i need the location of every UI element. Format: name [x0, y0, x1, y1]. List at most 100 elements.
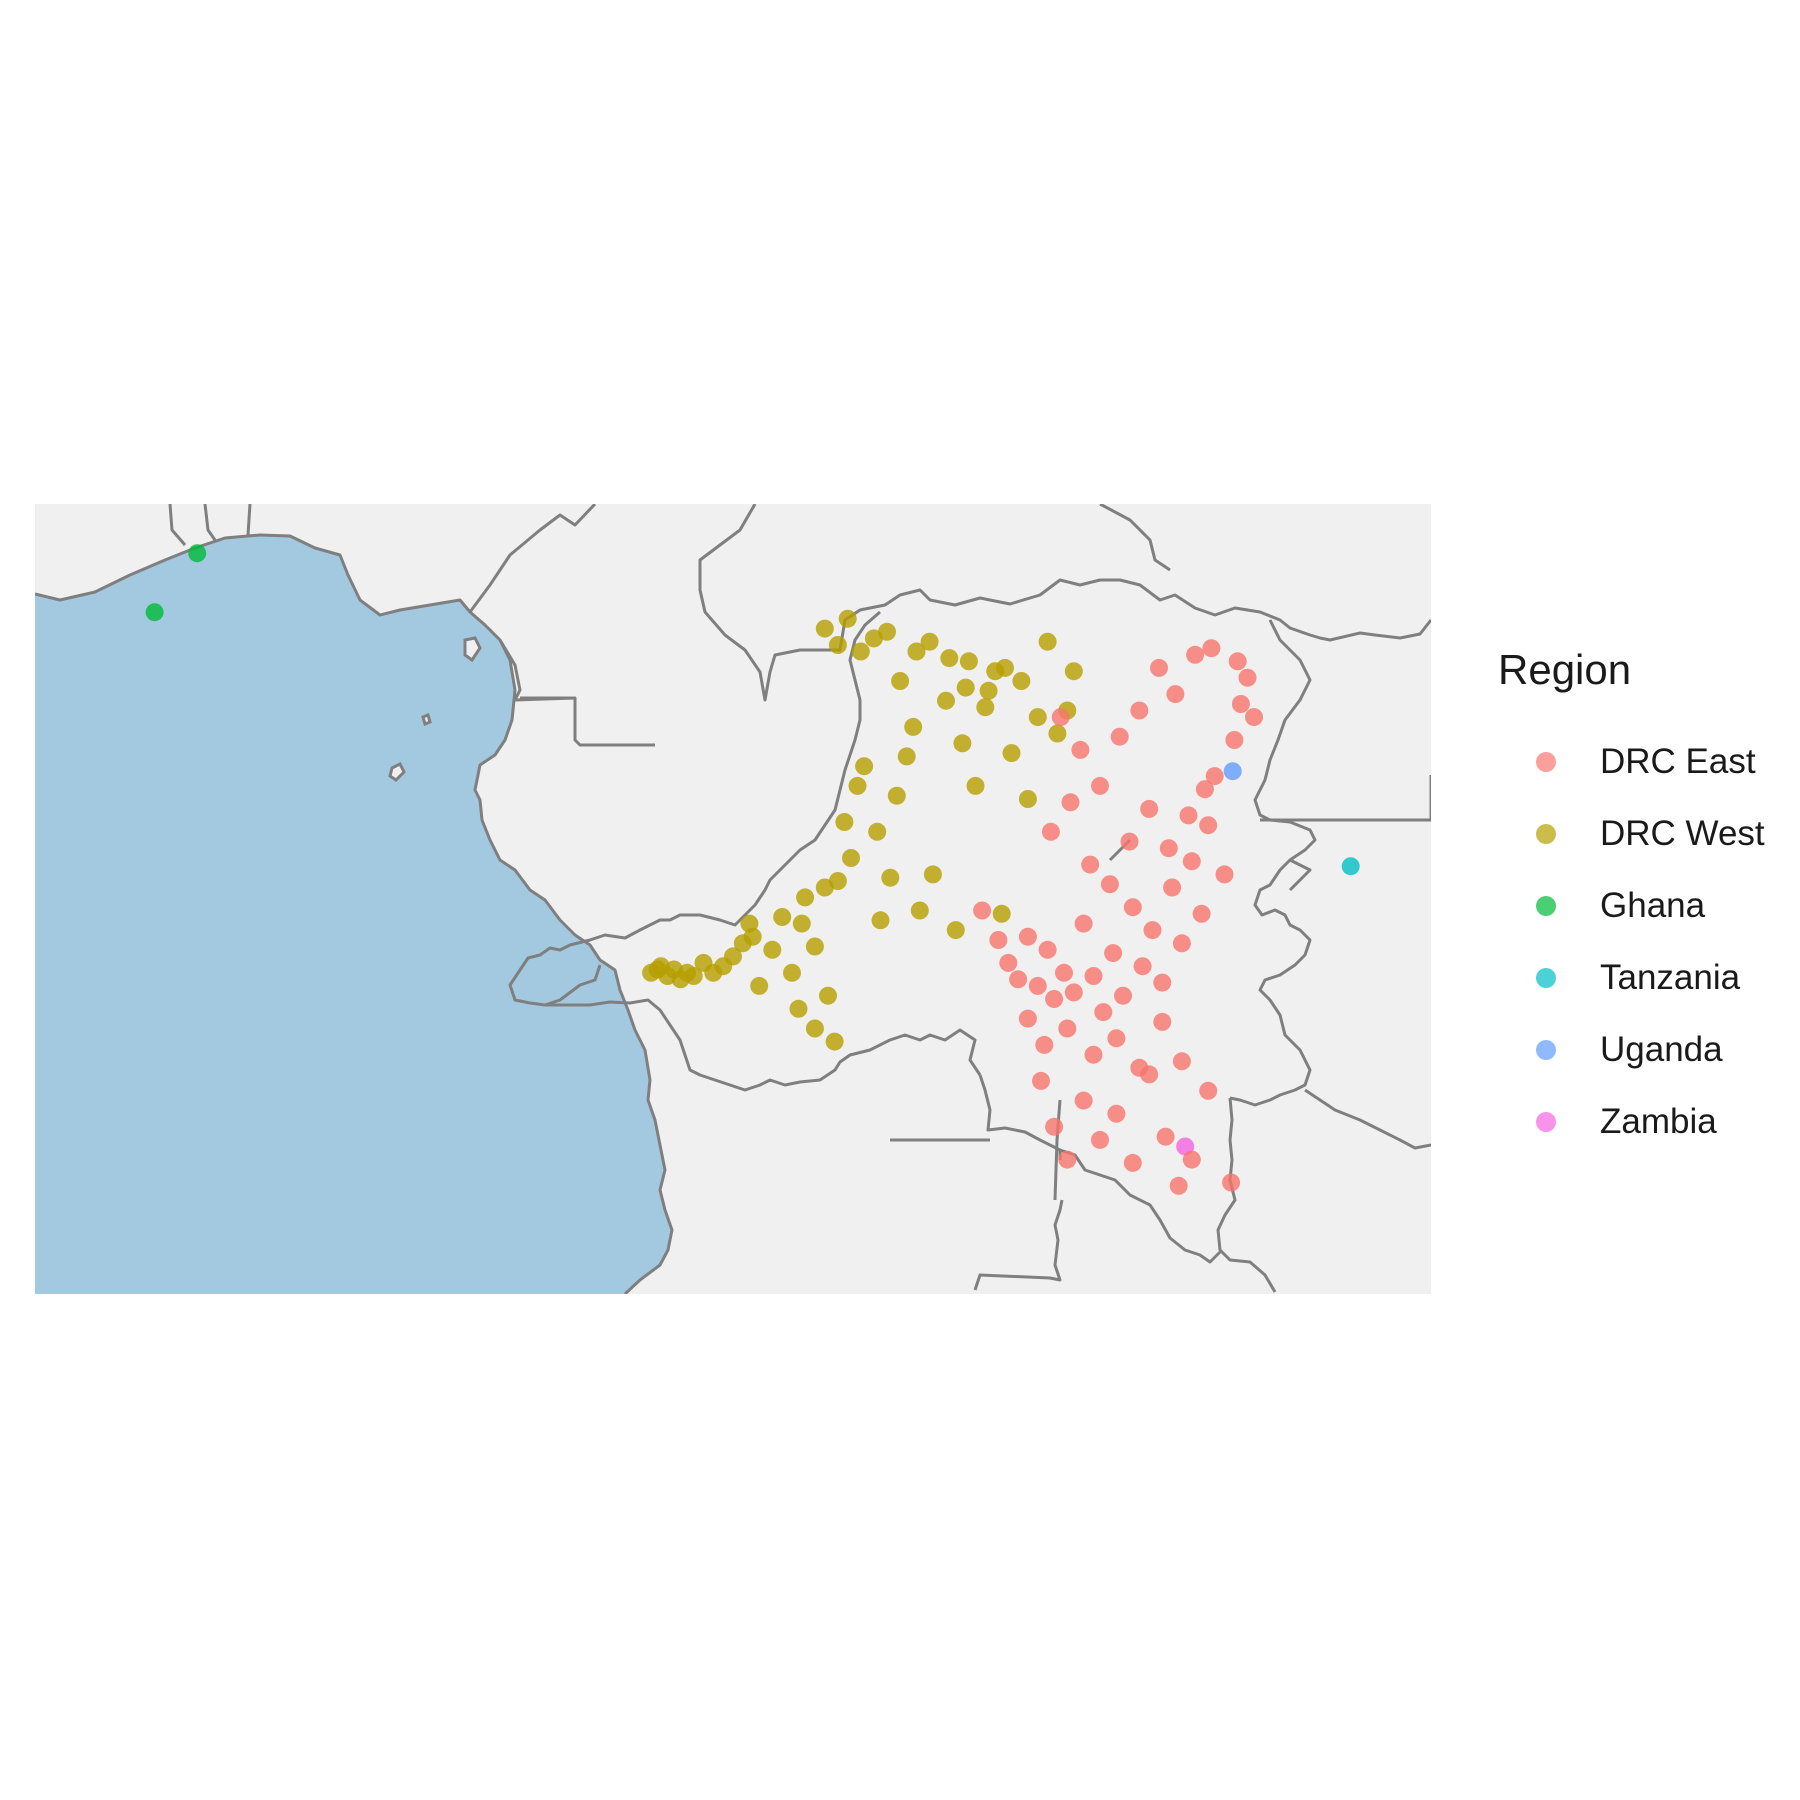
- point-drc-west: [828, 636, 847, 654]
- legend-items: DRC East DRC West Ghana Tanzania Uganda Zambi…: [1498, 726, 1765, 1158]
- point-drc-west: [750, 976, 769, 995]
- point-drc-east: [1091, 776, 1109, 795]
- point-drc-east: [999, 953, 1018, 972]
- legend-key: [1536, 968, 1556, 988]
- point-drc-east: [1133, 957, 1152, 976]
- point-uganda: [1223, 762, 1242, 781]
- point-drc-west: [1002, 744, 1021, 763]
- point-drc-east: [1045, 1117, 1064, 1136]
- point-drc-west: [1018, 790, 1037, 808]
- point-drc-west: [891, 672, 910, 690]
- point-drc-east: [1199, 816, 1218, 835]
- point-drc-east: [1081, 855, 1100, 874]
- point-drc-east: [1094, 1003, 1113, 1022]
- legend-item: DRC West: [1498, 798, 1765, 870]
- legend-key: [1536, 752, 1556, 772]
- legend-key: [1536, 1040, 1556, 1060]
- point-drc-west: [878, 622, 896, 641]
- point-drc-east: [1035, 1035, 1054, 1054]
- point-drc-west: [956, 678, 975, 697]
- point-drc-east: [1222, 1173, 1241, 1192]
- point-drc-west: [923, 865, 942, 884]
- point-drc-east: [1009, 970, 1028, 989]
- point-drc-west: [1038, 632, 1057, 651]
- point-drc-west: [907, 642, 926, 661]
- legend-label: Tanzania: [1600, 958, 1741, 997]
- point-drc-west: [842, 849, 860, 867]
- point-drc-west: [992, 904, 1011, 923]
- legend-title: Region: [1498, 646, 1632, 693]
- point-drc-west: [966, 776, 985, 795]
- point-drc-west: [819, 986, 837, 1005]
- point-drc-east: [1074, 914, 1093, 933]
- point-drc-east: [1107, 1104, 1126, 1123]
- point-drc-east: [1150, 658, 1168, 677]
- point-drc-east: [1172, 934, 1191, 953]
- point-drc-west: [835, 813, 854, 831]
- legend-label: DRC West: [1600, 814, 1765, 853]
- point-drc-east: [1018, 1009, 1037, 1028]
- point-drc-west: [851, 642, 870, 661]
- point-drc-east: [1215, 865, 1234, 884]
- point-drc-west: [825, 1032, 844, 1051]
- point-ghana: [145, 603, 164, 622]
- point-drc-east: [1192, 904, 1211, 923]
- point-drc-east: [1028, 976, 1047, 995]
- legend-label: Zambia: [1600, 1102, 1717, 1141]
- point-drc-west: [855, 757, 874, 776]
- point-drc-east: [1058, 1019, 1077, 1038]
- point-drc-west: [848, 776, 867, 795]
- point-drc-east: [1091, 1130, 1109, 1149]
- point-drc-west: [910, 901, 929, 920]
- country-borders: [35, 504, 1431, 1294]
- point-drc-east: [1110, 727, 1129, 746]
- point-drc-east: [1202, 639, 1221, 658]
- point-drc-west: [953, 734, 972, 753]
- point-drc-west: [871, 911, 890, 930]
- point-drc-east: [1018, 927, 1037, 946]
- point-drc-east: [1245, 708, 1263, 727]
- point-drc-east: [1061, 793, 1080, 812]
- point-drc-west: [868, 822, 887, 841]
- legend-key: [1536, 824, 1556, 844]
- point-drc-west: [996, 658, 1014, 677]
- point-drc-east: [1107, 1029, 1126, 1048]
- point-drc-east: [1238, 668, 1257, 687]
- point-drc-west: [946, 921, 965, 940]
- point-drc-east: [1041, 822, 1060, 841]
- point-drc-east: [1032, 1071, 1050, 1090]
- point-drc-east: [1114, 986, 1132, 1005]
- point-drc-west: [904, 717, 923, 736]
- point-drc-west: [887, 786, 906, 805]
- point-drc-west: [940, 649, 959, 668]
- point-drc-east: [1195, 780, 1214, 799]
- point-drc-west: [1048, 724, 1067, 743]
- legend-label: DRC East: [1600, 742, 1756, 781]
- point-drc-west: [937, 691, 955, 710]
- point-drc-east: [1182, 1150, 1201, 1169]
- point-drc-east: [1140, 799, 1159, 818]
- point-drc-east: [1172, 1052, 1191, 1071]
- point-drc-east: [1084, 1045, 1103, 1064]
- point-drc-west: [783, 963, 801, 982]
- point-drc-west: [838, 609, 857, 628]
- point-drc-east: [1123, 898, 1142, 917]
- point-drc-east: [1186, 645, 1205, 664]
- point-drc-west: [920, 632, 939, 651]
- point-drc-east: [1058, 1150, 1077, 1169]
- point-drc-east: [1156, 1127, 1175, 1146]
- point-drc-east: [1153, 973, 1172, 992]
- ocean: [35, 535, 672, 1294]
- island-bioko: [463, 636, 482, 663]
- point-drc-east: [1130, 1058, 1149, 1077]
- point-drc-east: [989, 931, 1008, 949]
- legend-item: Tanzania: [1498, 942, 1765, 1014]
- point-drc-east: [1169, 1176, 1188, 1195]
- point-drc-east: [1225, 731, 1244, 749]
- point-drc-west: [792, 914, 811, 933]
- point-drc-east: [1071, 740, 1090, 759]
- point-drc-west: [897, 747, 916, 766]
- point-drc-west: [1028, 708, 1047, 727]
- point-drc-east: [1159, 839, 1178, 858]
